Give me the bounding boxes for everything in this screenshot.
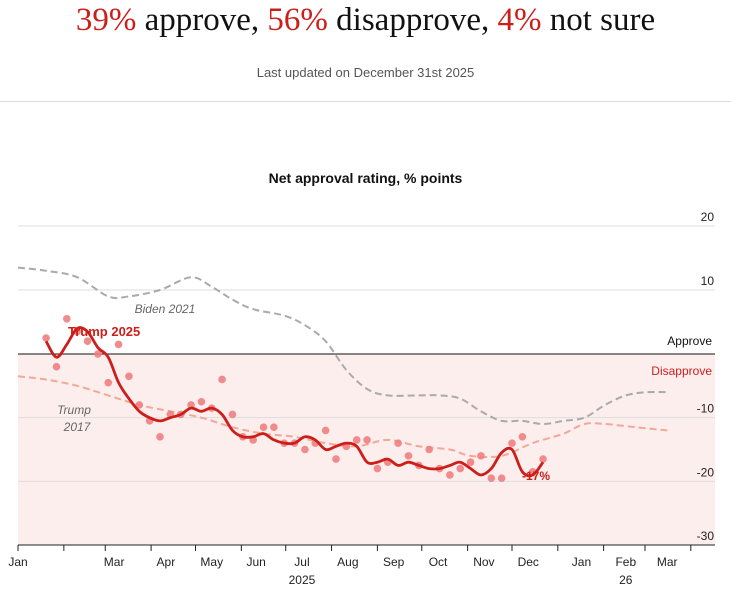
trump-2017-label-line1: Trump	[57, 403, 91, 417]
poll-dot	[156, 432, 164, 441]
poll-dot	[456, 464, 465, 473]
biden-2021-line	[17, 266, 668, 426]
trump-2017-label-line2: 2017	[63, 420, 92, 434]
poll-dot	[135, 401, 144, 409]
x-tick-label: Aug	[337, 555, 358, 569]
trump-2025-line	[44, 326, 545, 478]
not-sure-percent: 4%	[497, 2, 542, 38]
poll-dot	[363, 436, 371, 444]
x-tick-label: Jan	[572, 555, 591, 569]
poll-dot	[425, 445, 433, 454]
approve-label: Approve	[667, 334, 712, 348]
x-year-label: 26	[619, 573, 633, 587]
x-tick-label: Sep	[383, 555, 405, 569]
poll-dot	[404, 452, 413, 460]
x-tick-label: Jul	[294, 555, 309, 569]
poll-dot	[83, 337, 92, 346]
x-tick-label: Apr	[157, 555, 176, 569]
poll-dot	[321, 426, 330, 435]
poll-dot	[94, 350, 102, 358]
chart-title: Net approval rating, % points	[268, 170, 463, 186]
poll-dot	[477, 452, 485, 460]
x-tick-label: May	[200, 555, 223, 569]
poll-dot	[518, 432, 527, 441]
poll-dot	[228, 410, 237, 419]
x-tick-label: Dec	[518, 555, 539, 569]
poll-dot	[270, 423, 278, 432]
headline: 39% approve, 56% disapprove, 4% not sure	[0, 2, 731, 39]
approve-text: approve,	[136, 2, 268, 38]
poll-dot	[197, 397, 206, 406]
poll-dot	[301, 445, 309, 454]
poll-dot	[508, 439, 516, 447]
disapprove-region	[18, 354, 715, 545]
approve-percent: 39%	[75, 2, 137, 38]
poll-dot	[497, 474, 506, 482]
y-tick-label: 10	[701, 274, 715, 288]
poll-dot	[42, 334, 50, 342]
x-tick-label: Mar	[657, 555, 678, 569]
y-tick-label: -10	[697, 402, 715, 416]
poll-dot	[63, 315, 71, 323]
disapprove-text: disapprove,	[327, 2, 498, 38]
poll-dot	[352, 436, 361, 444]
poll-dot	[539, 455, 547, 463]
y-tick-label: -30	[697, 529, 715, 543]
not-sure-text: not sure	[541, 2, 656, 38]
poll-dot	[394, 439, 402, 447]
poll-dot	[52, 362, 61, 371]
x-tick-label: Oct	[429, 555, 448, 569]
y-tick-label: 20	[701, 210, 715, 224]
disapprove-percent: 56%	[267, 2, 328, 38]
x-tick-label: Jun	[246, 555, 265, 569]
x-tick-label: Jan	[8, 555, 27, 569]
poll-dot	[446, 471, 454, 479]
disapprove-label: Disapprove	[651, 364, 712, 378]
poll-dot	[259, 423, 268, 432]
poll-dot	[373, 464, 382, 473]
trump-2025-label: Trump 2025	[68, 324, 140, 339]
biden-2021-label: Biden 2021	[135, 302, 196, 316]
poll-dot	[466, 458, 475, 467]
poll-dot	[104, 378, 113, 387]
poll-dot	[487, 474, 496, 482]
x-tick-label: Nov	[473, 555, 494, 569]
poll-dot	[114, 340, 123, 349]
poll-dot	[332, 455, 340, 463]
poll-dot	[125, 372, 133, 381]
header-divider	[0, 101, 731, 102]
last-value-label: -17%	[522, 469, 550, 483]
last-updated: Last updated on December 31st 2025	[256, 65, 475, 80]
x-tick-label: Feb	[615, 555, 636, 569]
poll-dot	[218, 375, 226, 384]
poll-dot	[187, 401, 195, 409]
x-year-label: 2025	[289, 573, 316, 587]
y-tick-label: -20	[697, 465, 715, 479]
x-tick-label: Mar	[104, 555, 125, 569]
